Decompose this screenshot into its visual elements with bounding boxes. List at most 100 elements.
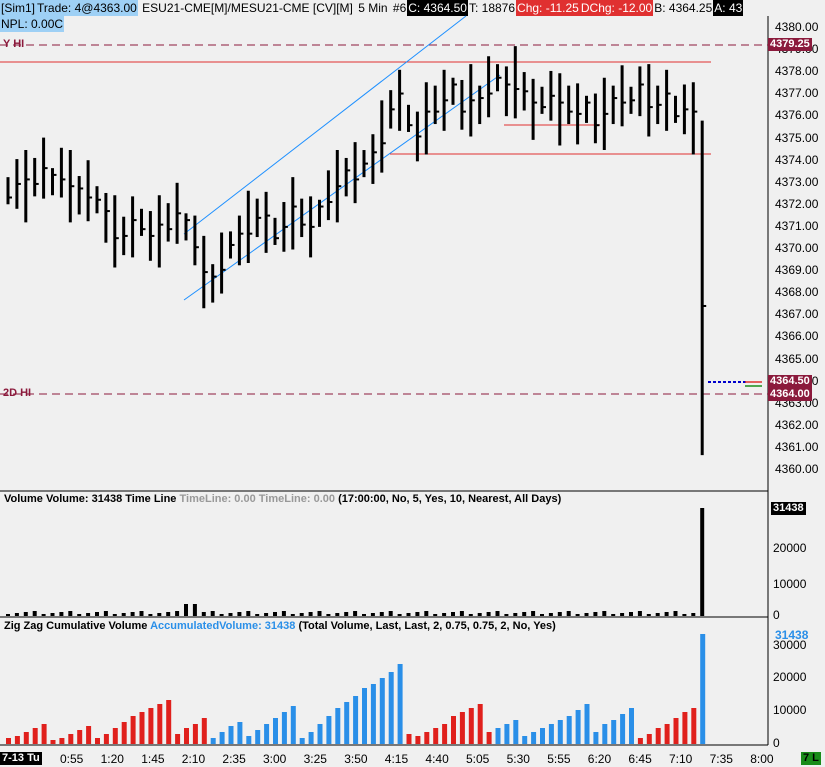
volume-bar — [548, 613, 553, 616]
time-tick-label: 3:25 — [303, 752, 327, 766]
volume-params: (17:00:00, No, 5, Yes, 10, Nearest, All … — [338, 493, 562, 505]
time-tick-label: 5:05 — [466, 752, 490, 766]
time-tick-label: 1:45 — [141, 752, 165, 766]
volume-bar — [32, 611, 37, 616]
zigzag-bar — [184, 728, 189, 744]
zigzag-bar — [486, 732, 492, 744]
volume-bar — [139, 611, 144, 616]
volume-bar — [504, 614, 509, 616]
zigzag-bar — [326, 716, 332, 744]
volume-axis-20000: 20000 — [773, 541, 807, 555]
volume-study-header[interactable]: Volume Volume: 31438 Time Line TimeLine:… — [4, 493, 561, 505]
price-tick-label: 4378.00 — [775, 64, 819, 79]
last-price-tag: 4364.50 — [768, 375, 812, 388]
zigzag-bar — [513, 720, 519, 744]
volume-bar — [477, 613, 482, 616]
volume-bar — [673, 611, 678, 616]
volume-bar — [593, 612, 598, 616]
price-bars — [6, 46, 707, 456]
volume-bar — [442, 613, 447, 616]
volume-bar — [362, 614, 366, 616]
zigzag-bar — [468, 708, 474, 744]
price-tick-label: 4380.00 — [775, 20, 819, 34]
zigzag-study-header[interactable]: Zig Zag Cumulative Volume AccumulatedVol… — [4, 620, 556, 632]
symbol-label[interactable]: ESU21-CME[M]/MESU21-CME [CV][M] — [142, 1, 353, 15]
channel-lower-line[interactable] — [183, 74, 501, 301]
zigzag-bar — [246, 736, 252, 744]
zigzag-bar — [335, 708, 341, 744]
price-tick-label: 4368.00 — [775, 285, 819, 300]
zigzag-acc-value: AccumulatedVolume: 31438 — [150, 620, 296, 632]
volume-bar — [103, 611, 108, 616]
zigzag-bar — [23, 732, 29, 744]
zigzag-bar — [317, 724, 323, 744]
volume-bar — [415, 612, 420, 616]
date-label: 7-13 Tu — [0, 752, 42, 765]
chart-number-label: #6 — [392, 1, 407, 15]
price-tick-label: 4370.00 — [775, 241, 819, 255]
volume-bar — [210, 611, 215, 616]
zigzag-bar — [442, 724, 448, 744]
zigzag-bar — [50, 740, 56, 744]
zigzag-bar — [86, 726, 92, 744]
volume-bar — [77, 614, 82, 616]
volume-bar — [264, 613, 269, 616]
zigzag-bar — [362, 688, 367, 744]
time-tick-label: 3:50 — [344, 752, 368, 766]
zigzag-bar — [575, 710, 581, 744]
volume-bar — [281, 611, 286, 616]
price-tick-label: 4369.00 — [775, 263, 819, 278]
zigzag-bar — [424, 732, 430, 744]
volume-bar — [192, 604, 197, 616]
zigzag-bar — [308, 732, 314, 744]
zigzag-bar — [548, 724, 554, 744]
volume-bar — [370, 613, 375, 616]
volume-bar — [486, 612, 491, 616]
zigzag-bar — [299, 738, 305, 744]
price-tick-label: 4371.00 — [775, 218, 819, 233]
price-tick-label: 4373.00 — [775, 174, 819, 189]
zigzag-bar — [166, 700, 172, 744]
zigzag-bar — [646, 734, 652, 744]
two-d-hi-price-tag: 4364.00 — [768, 388, 812, 401]
volume-bar — [14, 613, 19, 616]
time-tick-label: 3:00 — [263, 752, 287, 766]
volume-bar — [112, 614, 117, 616]
volume-axis-0: 0 — [773, 608, 780, 622]
price-tick-label: 4375.00 — [775, 130, 819, 145]
zigzag-bar — [344, 702, 350, 744]
zigzag-bar — [388, 672, 394, 744]
zigzag-bar — [459, 712, 465, 744]
zigzag-bar — [77, 730, 83, 744]
zigzag-bar — [682, 712, 688, 744]
time-line-title: Time Line — [125, 493, 177, 505]
zigzag-bar — [103, 734, 109, 744]
timeline-value-1: TimeLine: 0.00 — [179, 493, 256, 505]
price-tick-label: 4376.00 — [775, 108, 819, 123]
price-tick-label: 4374.00 — [775, 152, 819, 167]
volume-bar — [201, 612, 206, 616]
zigzag-bar — [59, 738, 65, 744]
zigzag-bar — [451, 716, 456, 744]
close-label: C: 4364.50 — [407, 0, 468, 16]
volume-bar — [611, 614, 616, 616]
zigzag-bar — [255, 730, 261, 744]
zigzag-bar — [273, 718, 278, 744]
volume-bar — [344, 612, 349, 616]
volume-bar — [246, 611, 251, 616]
volume-bar — [655, 613, 660, 616]
zigzag-params: (Total Volume, Last, Last, 2, 0.75, 0.75… — [298, 620, 556, 632]
interval-label[interactable]: 5 Min — [358, 1, 388, 15]
corner-label[interactable]: 7 L — [801, 752, 821, 765]
time-tick-label: 7:10 — [669, 752, 693, 766]
channel-upper-line[interactable] — [183, 15, 467, 235]
volume-title: Volume — [4, 493, 43, 505]
zigzag-bar — [281, 712, 287, 744]
zigzag-axis-30000: 30000 — [773, 638, 807, 652]
volume-bar — [451, 612, 455, 616]
zigzag-bar — [32, 728, 38, 744]
volume-bar — [531, 611, 536, 616]
account-label[interactable]: [Sim1] — [0, 0, 37, 16]
zigzag-bar — [495, 728, 501, 744]
